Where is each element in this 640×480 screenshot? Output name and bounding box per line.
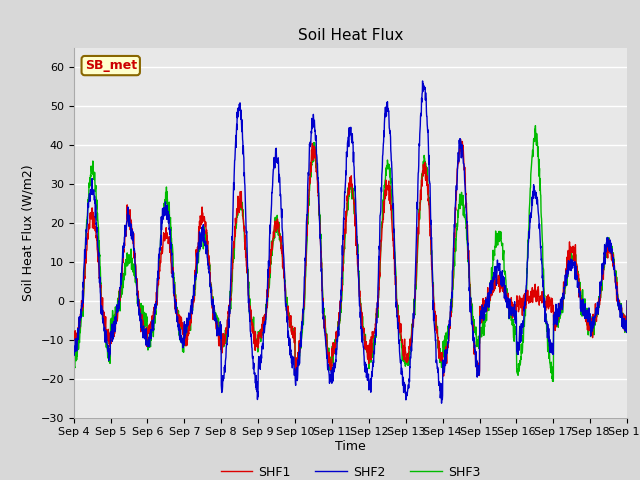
SHF3 bbox=[511, 324, 519, 329]
SHF2 bbox=[590, 320, 598, 326]
SHF2 bbox=[224, 334, 232, 339]
Legend: SHF1, SHF2, SHF3: SHF1, SHF2, SHF3 bbox=[216, 461, 485, 480]
SHF3 bbox=[575, 276, 582, 281]
SHF3 bbox=[623, 298, 631, 304]
SHF2 bbox=[575, 279, 582, 285]
Line: SHF1: SHF1 bbox=[74, 139, 627, 376]
SHF1 bbox=[440, 373, 447, 379]
SHF2 bbox=[419, 78, 426, 84]
SHF2 bbox=[623, 298, 631, 304]
SHF3 bbox=[70, 361, 77, 367]
Y-axis label: Soil Heat Flux (W/m2): Soil Heat Flux (W/m2) bbox=[22, 165, 35, 301]
SHF2 bbox=[512, 313, 520, 319]
Line: SHF2: SHF2 bbox=[74, 81, 627, 403]
SHF3 bbox=[590, 322, 598, 327]
SHF1 bbox=[378, 223, 386, 229]
Text: SB_met: SB_met bbox=[84, 59, 137, 72]
SHF2 bbox=[70, 348, 77, 353]
SHF3 bbox=[367, 356, 374, 361]
SHF2 bbox=[367, 378, 374, 384]
SHF1 bbox=[512, 311, 520, 317]
SHF3 bbox=[378, 220, 386, 226]
SHF3 bbox=[532, 123, 540, 129]
SHF1 bbox=[70, 334, 77, 340]
SHF1 bbox=[367, 337, 374, 343]
X-axis label: Time: Time bbox=[335, 440, 366, 453]
SHF3 bbox=[224, 322, 232, 327]
SHF1 bbox=[224, 312, 232, 318]
Line: SHF3: SHF3 bbox=[74, 126, 627, 381]
SHF1 bbox=[623, 298, 631, 304]
SHF1 bbox=[457, 136, 465, 142]
SHF3 bbox=[548, 378, 556, 384]
SHF1 bbox=[575, 276, 582, 281]
SHF1 bbox=[590, 314, 598, 320]
SHF2 bbox=[378, 164, 386, 170]
Title: Soil Heat Flux: Soil Heat Flux bbox=[298, 28, 403, 43]
SHF2 bbox=[438, 400, 445, 406]
